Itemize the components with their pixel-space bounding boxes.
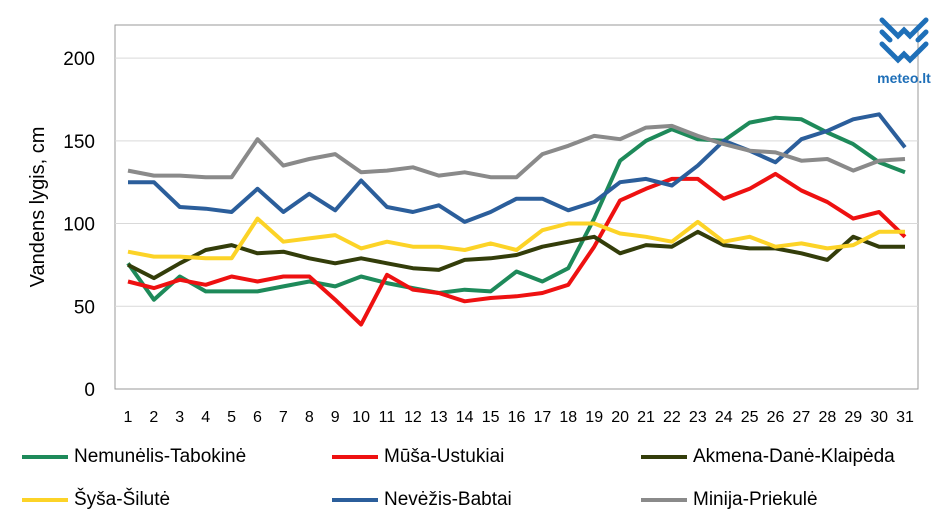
series-line — [127, 216, 905, 261]
x-tick-label: 2 — [149, 409, 158, 426]
legend: Nemunėlis-Tabokinė Mūša-Ustukiai Akmena-Da… — [0, 430, 945, 530]
x-tick-label: 28 — [818, 409, 836, 426]
legend-label: Akmena-Danė-Klaipėda — [693, 446, 895, 467]
y-tick-label: 50 — [74, 297, 95, 318]
x-tick-label: 11 — [379, 409, 396, 426]
x-tick-label: 7 — [279, 409, 288, 426]
legend-item: Nemunėlis-Tabokinė — [22, 442, 246, 472]
x-tick-label: 27 — [793, 409, 811, 426]
x-tick-label: 10 — [352, 409, 370, 426]
x-tick-label: 15 — [482, 409, 500, 426]
x-tick-label: 14 — [456, 409, 474, 426]
x-tick-label: 9 — [331, 409, 340, 426]
series-line — [128, 112, 907, 224]
series-line — [126, 115, 906, 302]
series-line — [127, 171, 907, 327]
x-tick-label: 21 — [637, 409, 655, 426]
y-tick-label: 150 — [63, 132, 95, 153]
y-axis-ticks: 0 50 100 150 200 — [63, 49, 95, 401]
series-line — [127, 123, 906, 180]
legend-label: Šyša-Šilutė — [74, 489, 171, 510]
meteo-logo-icon — [879, 17, 929, 64]
legend-item: Akmena-Danė-Klaipėda — [641, 442, 895, 472]
y-tick-label: 100 — [63, 215, 95, 236]
x-tick-label: 20 — [611, 409, 629, 426]
gridlines — [115, 57, 918, 307]
y-axis-label: Vandens lygis, cm — [27, 127, 49, 288]
legend-swatch — [641, 498, 687, 502]
x-axis-ticks: 1 2 3 4 5 6 7 8 9 10 11 12 13 14 15 16 17 18 19 20 21 22 23 24 2… — [123, 409, 914, 426]
y-tick-label: 0 — [84, 380, 95, 401]
x-tick-label: 29 — [844, 409, 862, 426]
legend-label: Nemunėlis-Tabokinė — [74, 446, 247, 467]
x-tick-label: 19 — [585, 409, 603, 426]
plot-area — [114, 24, 919, 390]
legend-item: Šyša-Šilutė — [22, 485, 170, 515]
legend-swatch — [641, 455, 687, 459]
x-tick-label: 16 — [508, 409, 526, 426]
x-tick-label: 1 — [123, 409, 132, 426]
x-tick-label: 3 — [175, 409, 184, 426]
x-tick-label: 8 — [305, 409, 314, 426]
x-tick-label: 4 — [201, 409, 210, 426]
legend-label: Nevėžis-Babtai — [384, 489, 512, 510]
x-tick-label: 26 — [767, 409, 785, 426]
x-tick-label: 30 — [870, 409, 888, 426]
meteo-logo: meteo.lt — [872, 14, 936, 94]
x-tick-label: 31 — [896, 409, 914, 426]
legend-label: Mūša-Ustukiai — [384, 446, 505, 467]
legend-item: Mūša-Ustukiai — [332, 442, 504, 472]
x-tick-label: 22 — [663, 409, 681, 426]
x-tick-label: 6 — [253, 409, 262, 426]
legend-item: Nevėžis-Babtai — [332, 485, 512, 515]
logo-text: meteo.lt — [877, 70, 931, 86]
legend-swatch — [22, 455, 68, 459]
series-lines — [126, 112, 907, 327]
legend-swatch — [22, 498, 68, 502]
legend-swatch — [332, 455, 378, 459]
x-tick-label: 24 — [715, 409, 733, 426]
legend-item: Minija-Priekulė — [641, 485, 818, 515]
legend-swatch — [332, 498, 378, 502]
y-tick-label: 200 — [63, 49, 95, 70]
x-tick-label: 18 — [559, 409, 577, 426]
x-tick-label: 12 — [404, 409, 422, 426]
x-tick-label: 5 — [227, 409, 236, 426]
x-tick-label: 25 — [741, 409, 759, 426]
x-tick-label: 13 — [430, 409, 448, 426]
legend-label: Minija-Priekulė — [693, 489, 818, 510]
x-tick-label: 23 — [689, 409, 707, 426]
x-tick-label: 17 — [534, 409, 552, 426]
